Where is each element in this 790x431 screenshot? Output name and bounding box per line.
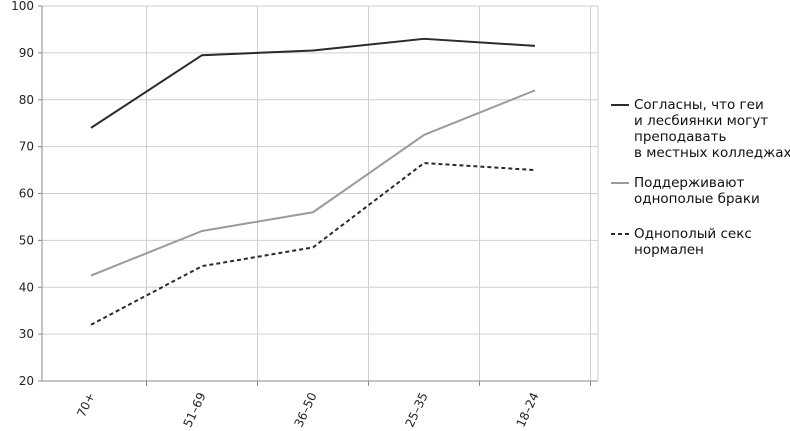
legend-label-line: Согласны, что геи [634,97,764,113]
y-tick-label: 30 [19,327,34,341]
series-line-1 [90,37,536,129]
x-tick-label: 18–24 [514,390,542,429]
legend-label-3: Однополый секс нормален [634,226,752,258]
legend-label-line: однополые браки [634,191,760,207]
y-tick-labels: 20 30 40 50 60 70 80 90 100 [11,0,34,388]
y-tick-label: 70 [19,140,34,154]
y-tick-label: 100 [11,0,34,13]
legend-label-line: преподавать [634,129,726,145]
legend-label-line: в местных колледжах [634,145,790,161]
legend-label-line: Поддерживают [634,175,744,191]
y-tick-label: 40 [19,280,34,294]
x-tick-label: 36–50 [292,390,320,429]
legend-label-1: Согласны, что геи и лесбиянки могут препод… [634,97,790,161]
legend-label-line: и лесбиянки могут [634,113,768,129]
legend-label-line: нормален [634,242,704,258]
y-tick-label: 50 [19,233,34,247]
series-lines [90,37,536,326]
legend-label-line: Однополый секс [634,226,752,242]
y-tick-label: 20 [19,374,34,388]
x-tick-label: 51–69 [181,390,209,429]
x-tick-label: 70+ [74,390,97,419]
y-tick-label: 90 [19,46,34,60]
legend-label-2: Поддерживают однополые браки [634,175,760,207]
grid-lines [42,5,599,381]
axes [38,5,598,386]
y-tick-label: 80 [19,93,34,107]
legend: Согласны, что геи и лесбиянки могут препод… [611,97,790,258]
series-line-3 [90,162,536,326]
x-tick-labels: 70+ 51–69 36–50 25–35 18–24 [74,390,541,429]
y-tick-label: 60 [19,187,34,201]
x-tick-label: 25–35 [403,390,431,429]
